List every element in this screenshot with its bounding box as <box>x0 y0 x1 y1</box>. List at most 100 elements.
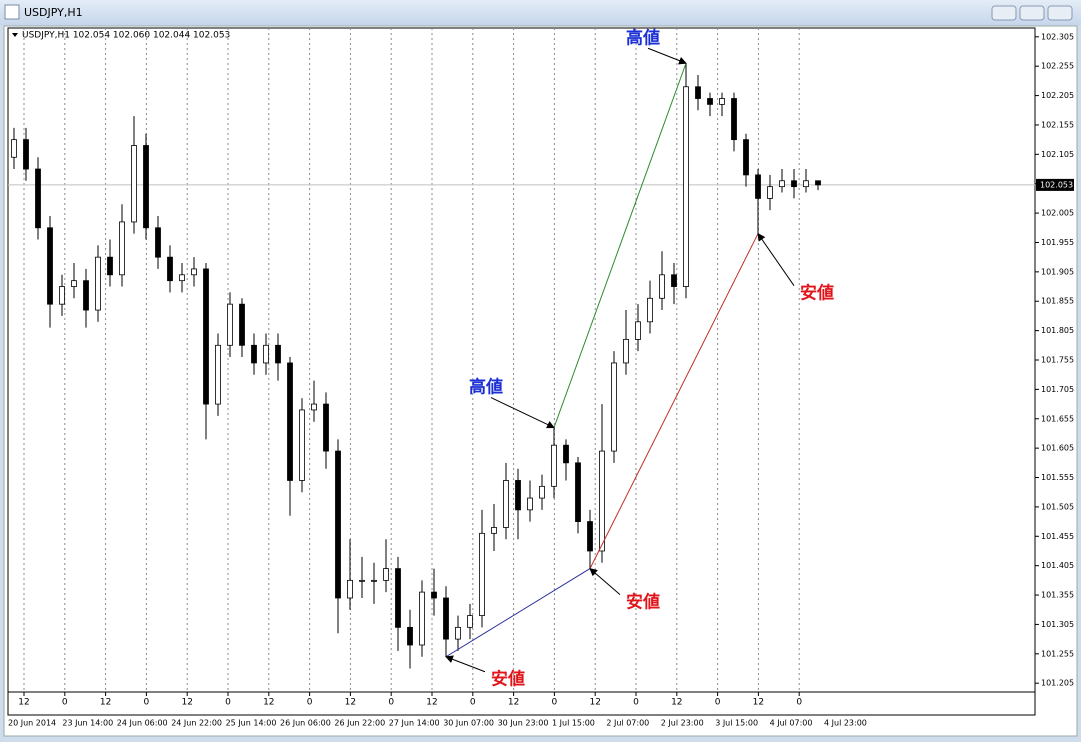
candle-body <box>635 321 641 340</box>
candle-body <box>131 145 137 223</box>
x-hour-label: 12 <box>426 698 437 708</box>
x-date-label: 27 Jun 14:00 <box>389 719 440 728</box>
candle-body <box>539 485 545 499</box>
y-tick-label: 101.505 <box>1041 502 1074 511</box>
candle-body <box>191 268 197 276</box>
y-tick-label: 102.255 <box>1041 62 1074 71</box>
x-date-label: 30 Jun 07:00 <box>443 719 494 728</box>
minimize-button[interactable] <box>991 5 1017 21</box>
x-hour-label: 12 <box>345 698 356 708</box>
candle-body <box>491 527 497 534</box>
trend-line <box>553 63 687 428</box>
x-axis-area <box>7 691 1036 716</box>
info-line: USDJPY,H1 102.054 102.060 102.044 102.05… <box>22 31 230 41</box>
y-tick-label: 101.705 <box>1041 385 1074 394</box>
x-hour-label: 12 <box>18 698 29 708</box>
x-date-label: 20 Jun 2014 <box>8 719 56 728</box>
last-price-box <box>1036 178 1074 191</box>
x-hour-label: 12 <box>263 698 274 708</box>
x-hour-label: 0 <box>144 698 150 708</box>
x-hour-label: 0 <box>62 698 68 708</box>
annotation: 安値 <box>626 592 660 613</box>
close-button[interactable] <box>1047 5 1073 21</box>
x-date-label: 2 Jul 07:00 <box>606 719 649 728</box>
candle-body <box>143 145 149 229</box>
annotation: 高値 <box>626 27 660 48</box>
x-hour-label: 0 <box>715 698 721 708</box>
title-bar <box>0 0 1081 25</box>
x-hour-label: 12 <box>753 698 764 708</box>
candle-body <box>767 186 773 199</box>
candle-body <box>755 174 761 199</box>
candle-body <box>575 462 581 522</box>
y-tick-label: 102.205 <box>1041 91 1074 100</box>
candle-body <box>407 626 413 646</box>
last-price-label: 102.053 <box>1040 180 1073 189</box>
y-tick-label: 101.805 <box>1041 326 1074 335</box>
y-tick-label: 102.005 <box>1041 209 1074 218</box>
candle-body <box>443 597 449 640</box>
x-hour-label: 12 <box>508 698 519 708</box>
x-hour-label: 0 <box>552 698 558 708</box>
annotation-arrow <box>490 397 555 429</box>
x-date-label: 26 Jun 06:00 <box>280 719 331 728</box>
x-hour-label: 0 <box>225 698 231 708</box>
candle-body <box>275 344 281 364</box>
y-tick-label: 101.455 <box>1041 532 1074 541</box>
candle-body <box>179 274 185 282</box>
candle-body <box>695 86 701 99</box>
candle-body <box>647 297 653 323</box>
restore-button[interactable] <box>1019 5 1045 21</box>
candle-body <box>731 98 737 141</box>
annotation: 高値 <box>469 377 503 398</box>
candle-body <box>11 139 17 158</box>
annotation-arrow <box>589 567 621 595</box>
candle-body <box>359 579 365 582</box>
y-tick-label: 101.355 <box>1041 591 1074 600</box>
x-hour-label: 12 <box>181 698 192 708</box>
candle-body <box>623 339 629 364</box>
candle-body <box>551 444 557 487</box>
candle-body <box>167 256 173 282</box>
x-hour-label: 0 <box>388 698 394 708</box>
annotation-arrow <box>445 655 486 673</box>
candle-body <box>671 274 677 287</box>
candle-body <box>455 626 461 640</box>
candle-body <box>347 579 353 599</box>
y-tick-label: 101.255 <box>1041 649 1074 658</box>
candle-body <box>563 444 569 464</box>
x-date-label: 24 Jun 22:00 <box>171 719 222 728</box>
candle-body <box>23 139 29 170</box>
x-date-label: 26 Jun 22:00 <box>334 719 385 728</box>
y-tick-label: 102.305 <box>1041 32 1074 41</box>
candle-body <box>611 362 617 452</box>
annotation-arrow <box>647 47 687 65</box>
candle-body <box>335 450 341 599</box>
candle-body <box>395 568 401 628</box>
candle-body <box>707 98 713 105</box>
annotation: 安値 <box>491 669 525 690</box>
candle-body <box>323 403 329 452</box>
y-tick-label: 102.105 <box>1041 150 1074 159</box>
x-hour-label: 0 <box>307 698 313 708</box>
candle-body <box>683 86 689 287</box>
menu-arrow[interactable] <box>12 33 18 37</box>
trend-line <box>445 568 591 658</box>
candle-body <box>599 450 605 552</box>
candle-body <box>203 268 209 405</box>
candle-body <box>59 286 65 305</box>
x-date-label: 4 Jul 07:00 <box>770 719 813 728</box>
candle-body <box>515 480 521 511</box>
y-tick-label: 101.605 <box>1041 444 1074 453</box>
candle-body <box>371 579 377 582</box>
x-hour-label: 12 <box>589 698 600 708</box>
y-tick-label: 101.955 <box>1041 238 1074 247</box>
candle-body <box>71 280 77 287</box>
x-hour-label: 0 <box>633 698 639 708</box>
candle-body <box>527 497 533 511</box>
y-tick-label: 101.555 <box>1041 473 1074 482</box>
candle-body <box>287 362 293 481</box>
candle-body <box>239 303 245 346</box>
y-tick-label: 102.155 <box>1041 120 1074 129</box>
